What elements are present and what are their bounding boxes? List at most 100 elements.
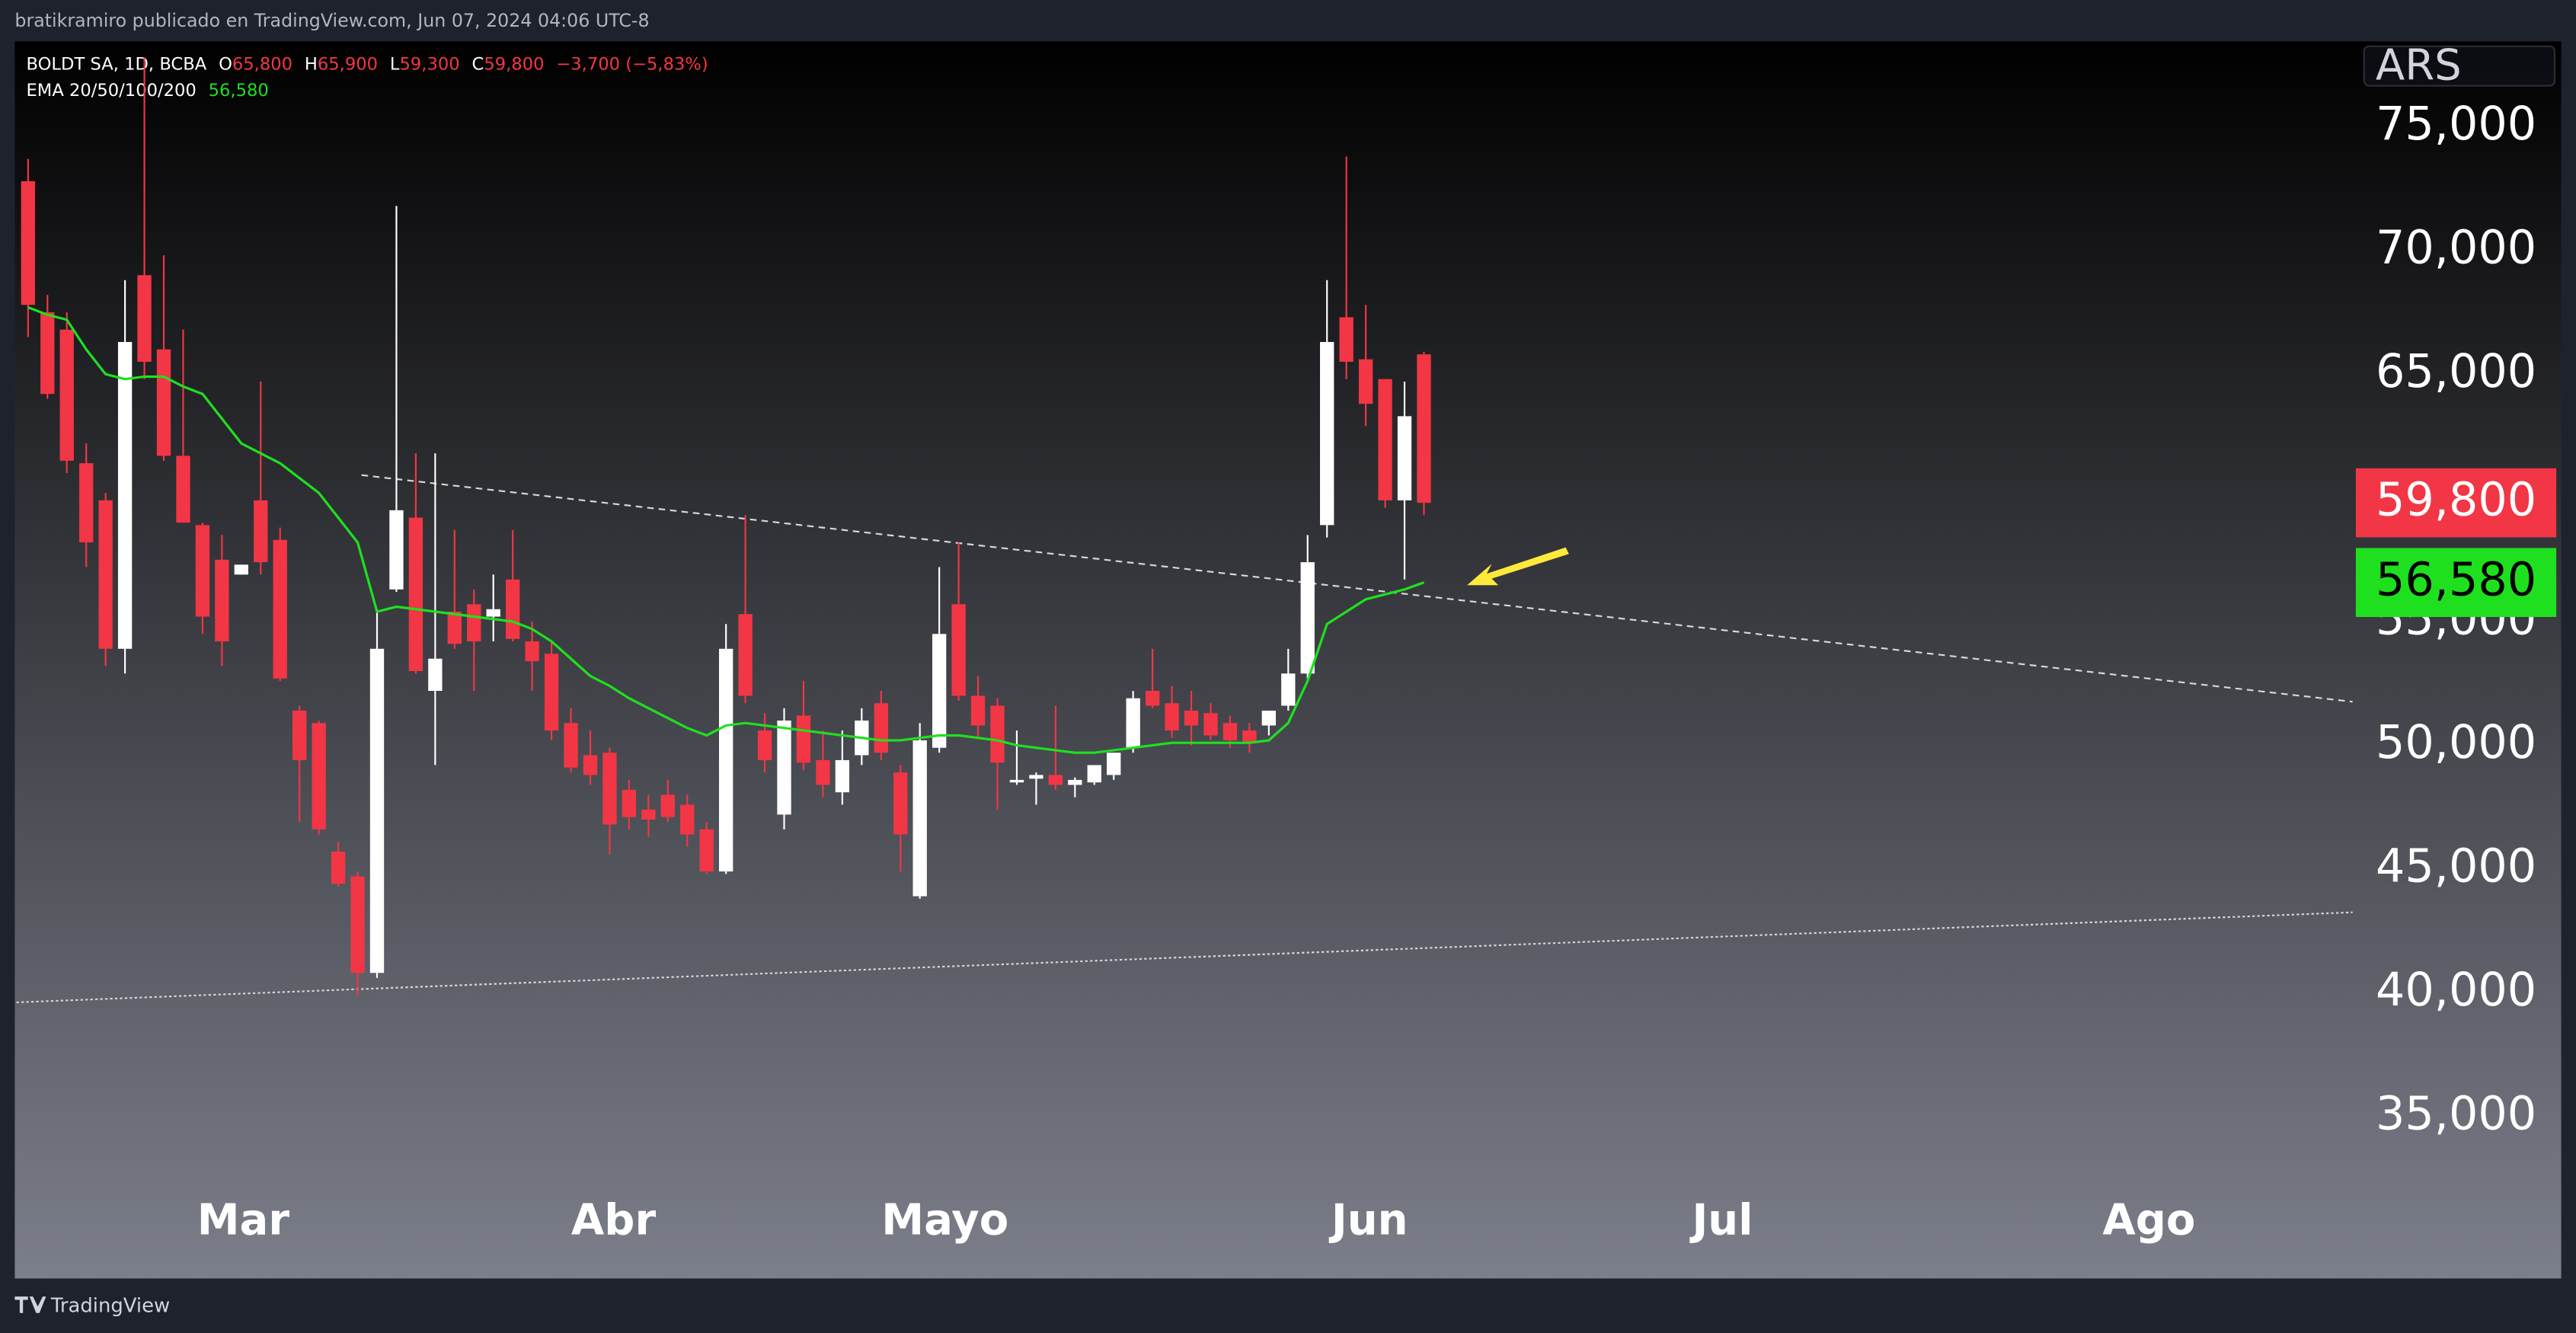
y-tick-label: 75,000 [2376,97,2536,151]
ema-value: 56,580 [209,81,269,101]
candle-body [738,614,753,696]
candle-body [816,759,830,785]
x-tick-label: Mayo [881,1196,1008,1245]
candle-body [1339,317,1354,362]
ohlc-legend: BOLDT SA, 1D, BCBA O65,800 H65,900 L59,3… [27,54,708,74]
footer-logo [14,1296,46,1313]
price-tag-label: 59,800 [2376,474,2536,527]
y-tick-label: 50,000 [2376,716,2536,769]
ema-line [27,305,1425,754]
candle-body [486,609,500,617]
legend-key: L [390,54,400,74]
x-tick-label: Mar [197,1196,290,1245]
brand: TradingView [50,1295,170,1318]
candle-body [757,730,772,760]
candle-body [874,703,888,753]
candle-body [1048,775,1063,785]
candle-body [1358,359,1373,404]
candle-body [254,500,268,563]
candle-body [467,604,481,642]
candle-body [564,723,578,768]
candle-body [506,579,520,639]
ema-legend: EMA 20/50/100/200 56,580 [27,81,269,101]
candle-body [718,648,733,872]
candle-body [234,564,248,575]
candle-body [660,794,675,817]
candle-body [350,876,365,973]
candle-body [583,755,598,775]
legend-change: −3,700 (−5,83%) [556,54,708,74]
candle-body [602,753,617,825]
publish-info: bratikramiro publicado en TradingView.co… [14,10,649,31]
candle-body [117,341,133,649]
candle-body [1165,703,1179,730]
candle-body [1378,379,1392,500]
candle-body [40,312,55,395]
y-tick-label: 40,000 [2376,964,2536,1017]
legend-value: 65,900 [318,54,378,74]
candle-body [137,275,152,362]
legend-value: 59,800 [484,54,544,74]
candle-body [1320,341,1334,526]
candle-body [1107,753,1121,775]
candle-body [1184,710,1199,726]
currency-box[interactable] [2363,45,2556,87]
candle-body [1281,673,1296,706]
candle-body [990,705,1005,763]
price-tag-label: 56,580 [2376,553,2536,606]
candle-body [1068,779,1082,785]
candle-body [1300,562,1315,674]
legend-key: O [219,54,232,74]
candle-body [1009,779,1024,783]
y-tick-label: 70,000 [2376,221,2536,274]
trendline [361,474,2353,703]
legend-key: H [305,54,318,74]
y-tick-label: 35,000 [2376,1087,2536,1140]
candle-body [641,809,656,820]
currency[interactable]: ARS [2376,40,2462,90]
candle-body [970,695,986,726]
legend-key: C [472,54,484,74]
candle-body [1087,765,1101,783]
candle-body [369,648,385,973]
candle-body [777,720,791,815]
candle-body [98,500,113,649]
symbol: BOLDT SA, 1D, BCBA [27,54,207,74]
candle-body [1397,416,1412,500]
candle-body [796,715,811,763]
candle-body [176,456,190,523]
candle-body [389,510,404,590]
ema-name: EMA 20/50/100/200 [27,81,197,101]
legend-value: 59,300 [400,54,460,74]
candle-body [1222,723,1238,740]
candle-body [1126,698,1140,748]
price-axis: 35,00040,00045,00050,00055,00060,00065,0… [2355,97,2557,1140]
candle-body [835,759,850,793]
candle-body [932,634,947,748]
candle-body [331,852,346,884]
candle-body [525,641,539,661]
candle-body [699,829,714,872]
candle-body [1029,775,1044,779]
trendline [16,911,2353,1004]
price-tag [2355,468,2557,538]
candle-body [680,804,695,835]
candle-body [1261,710,1276,726]
candle-body [1242,730,1257,743]
candle-body [544,654,559,730]
x-tick-label: Jul [1689,1196,1753,1245]
candle-body [59,329,74,461]
candle-body [79,463,94,543]
x-tick-label: Ago [2102,1196,2195,1245]
y-tick-label: 45,000 [2376,839,2536,893]
candle-body [195,525,210,617]
x-tick-label: Jun [1328,1196,1408,1245]
candle-body [1203,713,1218,736]
candle-body [893,772,908,835]
candle-body [312,723,326,830]
candle-body [1417,354,1431,503]
legend-value: 65,800 [232,54,292,74]
candle-body [447,612,462,644]
